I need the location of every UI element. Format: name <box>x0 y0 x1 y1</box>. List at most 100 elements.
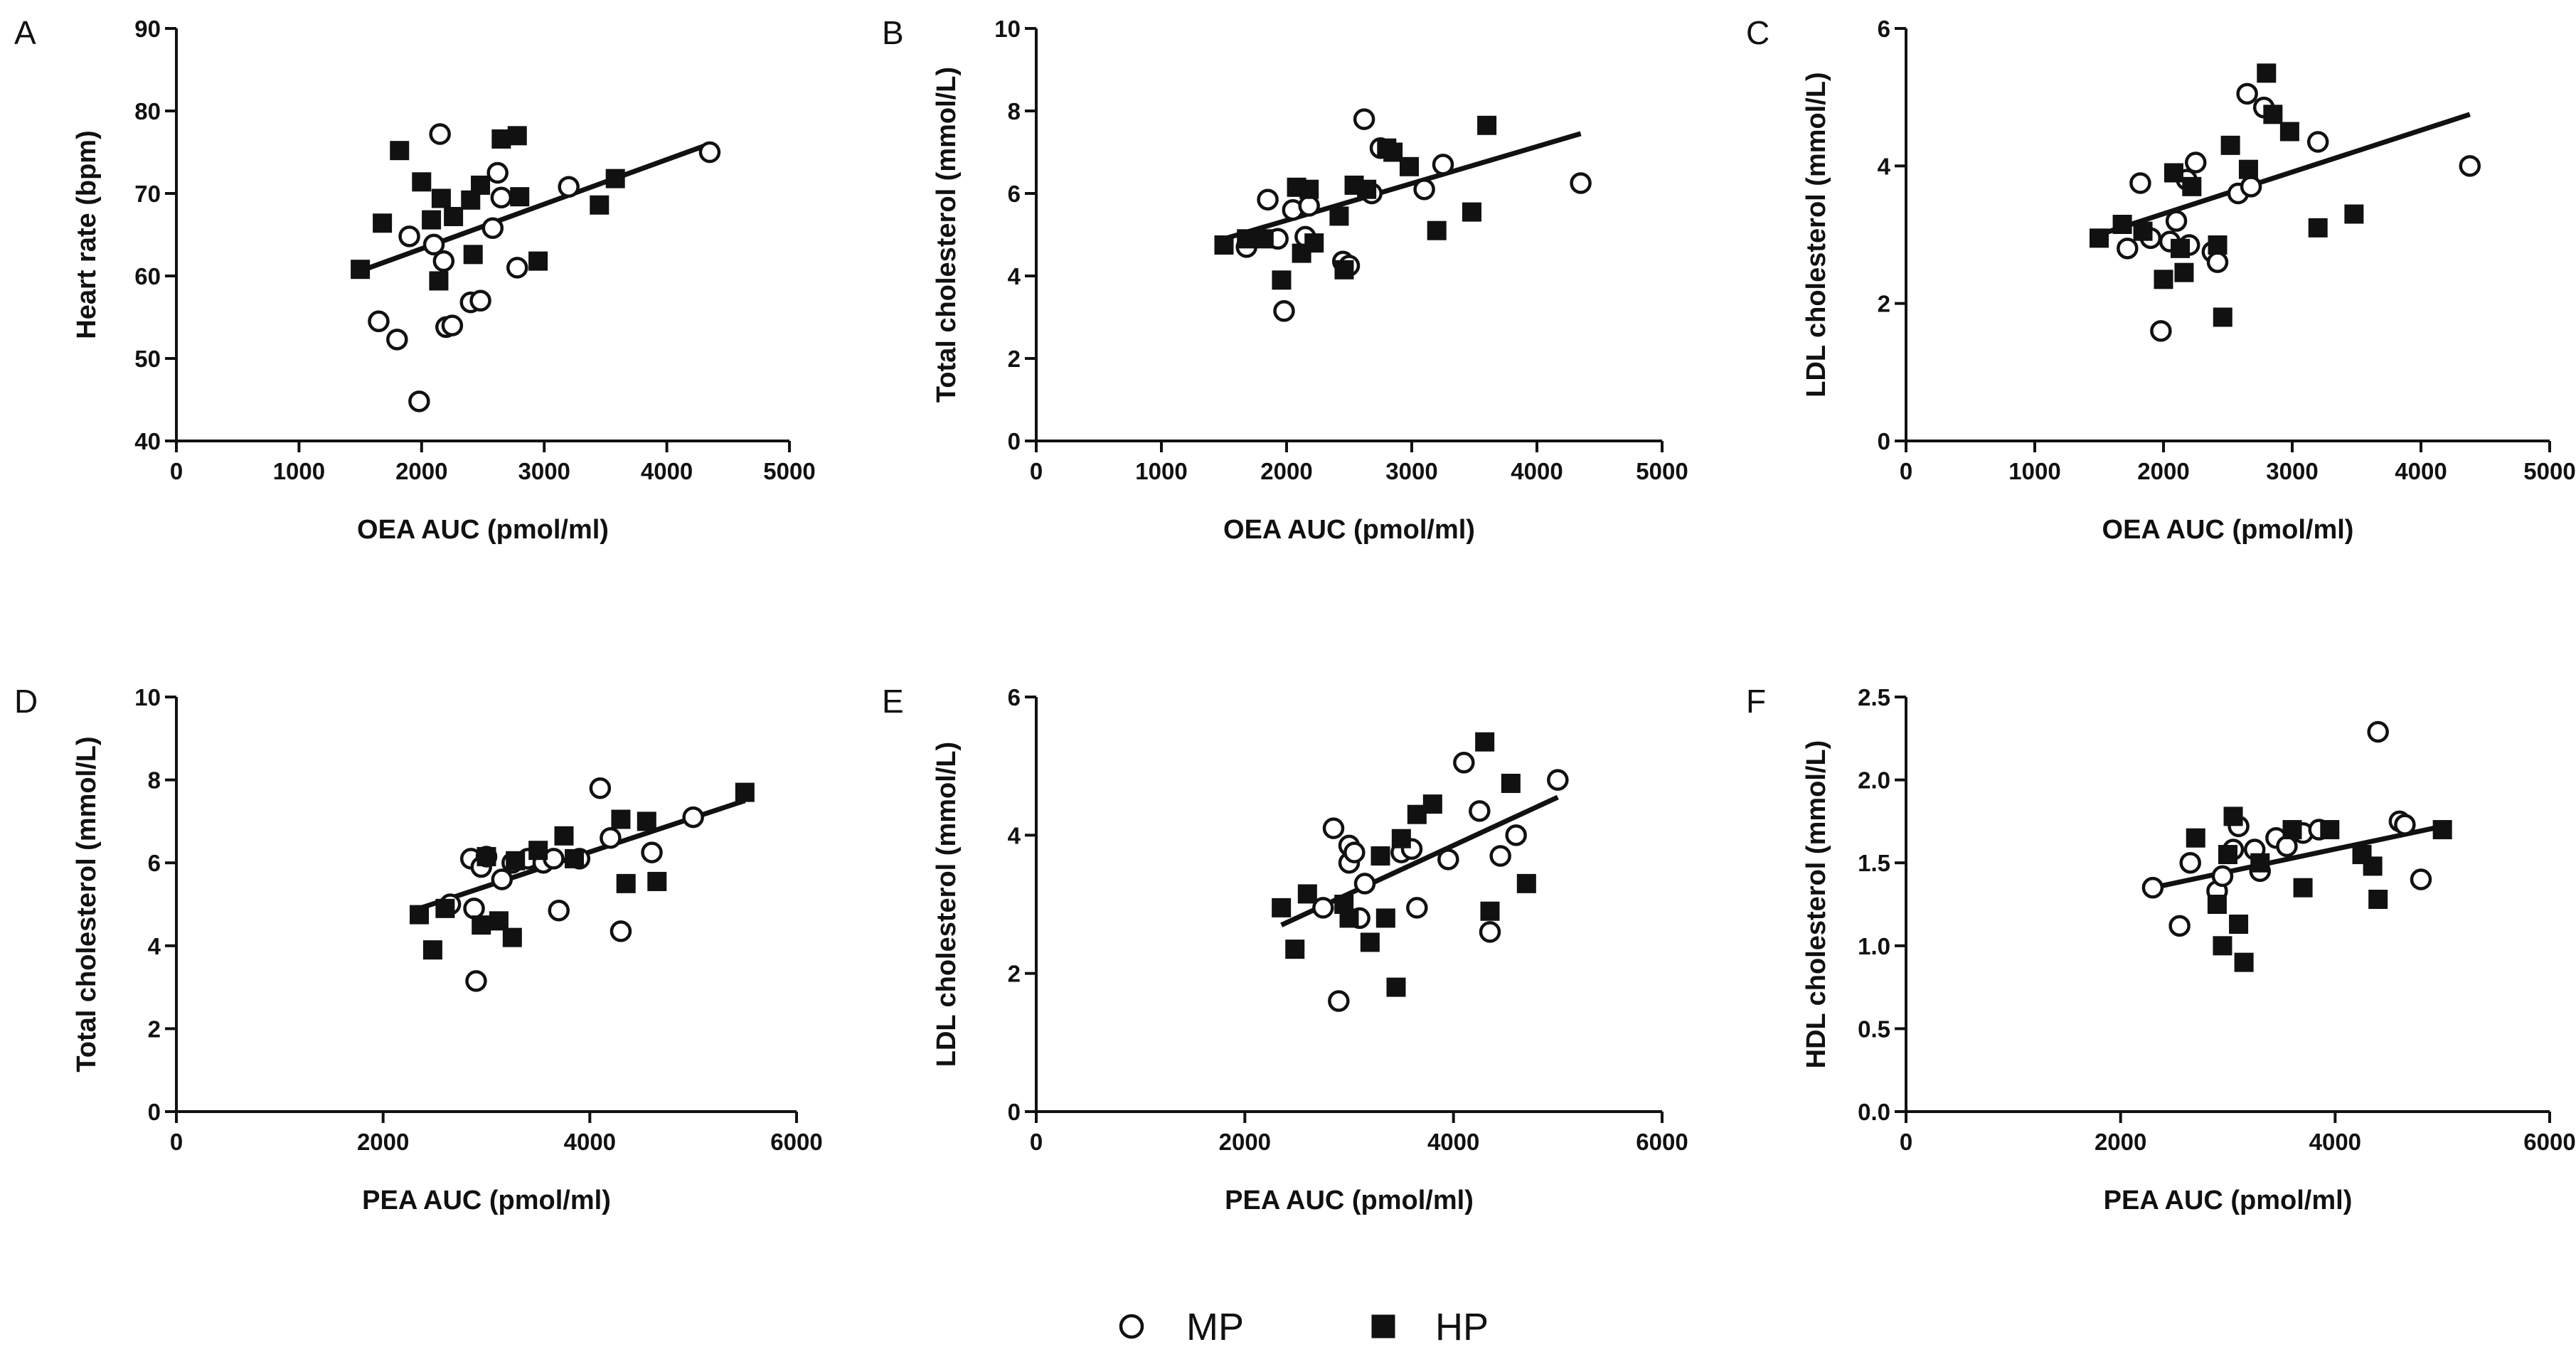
y-tick-label-a: 40 <box>134 428 161 454</box>
point-mp-c <box>2129 172 2151 194</box>
regression-line-a <box>359 142 711 274</box>
x-tick-label-d: 2000 <box>357 1129 409 1155</box>
y-axis-label-d: Total cholesterol (mmol/L) <box>72 736 102 1072</box>
point-hp-d <box>477 846 496 866</box>
point-hp-c <box>2257 63 2277 83</box>
point-mp-a <box>558 176 580 198</box>
point-hp-b <box>1214 235 1234 255</box>
x-tick-label-e: 0 <box>1030 1129 1043 1155</box>
point-mp-c <box>2185 151 2207 174</box>
point-hp-e <box>1375 908 1395 928</box>
point-hp-e <box>1386 977 1406 997</box>
point-mp-e <box>1343 841 1366 863</box>
point-hp-a <box>463 245 483 265</box>
point-hp-a <box>351 260 371 280</box>
point-hp-c <box>2308 218 2328 238</box>
point-hp-b <box>1329 206 1349 226</box>
point-mp-a <box>698 141 721 164</box>
y-tick-label-f: 1.0 <box>1858 933 1890 959</box>
point-hp-e <box>1297 884 1317 904</box>
panel-e: E 0 2 4 6 0 2000 4000 6000 PEA AUC (pmol/ml) LDL c… <box>882 683 1688 1215</box>
point-hp-d <box>528 841 548 861</box>
point-mp-a <box>506 257 528 279</box>
point-hp-b <box>1477 115 1497 135</box>
point-mp-b <box>1273 300 1295 322</box>
x-tick-label-d: 6000 <box>770 1129 822 1155</box>
point-mp-c <box>2117 238 2139 260</box>
point-mp-f <box>2410 868 2432 890</box>
point-mp-d <box>589 777 612 799</box>
point-mp-f <box>2211 865 2234 888</box>
point-hp-b <box>1237 229 1257 249</box>
point-hp-f <box>2363 856 2383 876</box>
point-hp-b <box>1399 156 1419 176</box>
point-mp-c <box>2240 176 2262 198</box>
point-mp-b <box>1298 195 1320 217</box>
point-mp-b <box>1353 108 1375 130</box>
point-hp-f <box>2223 807 2243 826</box>
point-hp-c <box>2090 228 2109 248</box>
point-mp-a <box>481 217 504 239</box>
point-mp-c <box>2306 131 2329 153</box>
point-hp-f <box>2432 820 2452 840</box>
point-mp-f <box>2367 720 2389 743</box>
x-tick-label-e: 2000 <box>1219 1129 1271 1155</box>
point-hp-d <box>565 848 585 868</box>
point-hp-a <box>390 141 410 161</box>
point-mp-f <box>2168 915 2191 937</box>
point-hp-b <box>1427 220 1447 240</box>
point-hp-e <box>1516 873 1536 893</box>
point-hp-a <box>412 172 432 192</box>
point-mp-d <box>463 898 485 920</box>
point-mp-e <box>1312 897 1334 919</box>
x-tick-label-a: 2000 <box>395 458 447 484</box>
x-tick-label-f: 4000 <box>2309 1129 2361 1155</box>
panel-letter-d: D <box>14 683 38 720</box>
point-hp-f <box>2320 820 2340 840</box>
point-hp-c <box>2112 215 2132 234</box>
point-mp-d <box>682 806 704 829</box>
point-hp-c <box>2154 270 2173 289</box>
point-hp-d <box>616 873 636 893</box>
y-tick-label-b: 8 <box>1008 98 1021 124</box>
x-tick-label-a: 1000 <box>273 458 325 484</box>
point-mp-e <box>1505 824 1527 846</box>
panel-d: D 0 2 4 6 8 10 0 2000 4000 6000 PEA AUC (pmol/ml) To… <box>14 683 823 1215</box>
point-hp-f <box>2282 820 2302 840</box>
point-mp-a <box>368 310 390 333</box>
point-hp-f <box>2186 828 2205 848</box>
point-hp-c <box>2220 135 2240 155</box>
point-hp-a <box>431 188 451 208</box>
x-tick-label-d: 4000 <box>564 1129 616 1155</box>
point-hp-c <box>2182 176 2202 196</box>
point-hp-c <box>2208 235 2228 255</box>
point-hp-c <box>2238 159 2258 179</box>
point-mp-b <box>1413 178 1435 201</box>
point-hp-c <box>2279 122 2299 142</box>
y-axis-label-e: LDL cholesterol (mmol/L) <box>932 742 962 1067</box>
point-hp-a <box>491 129 511 149</box>
point-hp-f <box>2368 890 2388 910</box>
y-tick-label-b: 0 <box>1008 428 1021 454</box>
x-tick-label-b: 2000 <box>1260 458 1312 484</box>
point-mp-e <box>1322 817 1345 839</box>
point-hp-a <box>429 271 449 291</box>
point-mp-d <box>491 868 513 890</box>
point-hp-d <box>410 905 430 925</box>
point-hp-e <box>1285 940 1305 959</box>
point-mp-e <box>1489 845 1511 867</box>
panel-c: C 0 2 4 6 0 1000 2000 3000 4000 5000 OEA AUC (pmol/… <box>1746 14 2576 545</box>
x-tick-label-a: 0 <box>170 458 183 484</box>
y-tick-label-b: 6 <box>1008 181 1021 207</box>
point-mp-a <box>398 225 420 247</box>
y-tick-label-d: 6 <box>148 850 161 876</box>
x-tick-label-a: 4000 <box>641 458 693 484</box>
x-axis-label-e: PEA AUC (pmol/ml) <box>1225 1186 1474 1215</box>
point-hp-f <box>2229 914 2249 934</box>
y-tick-label-b: 4 <box>1008 263 1021 289</box>
point-hp-b <box>1383 142 1403 162</box>
point-hp-d <box>502 927 522 947</box>
point-mp-e <box>1437 848 1459 871</box>
x-axis-label-b: OEA AUC (pmol/ml) <box>1223 515 1475 545</box>
point-hp-e <box>1371 846 1390 866</box>
